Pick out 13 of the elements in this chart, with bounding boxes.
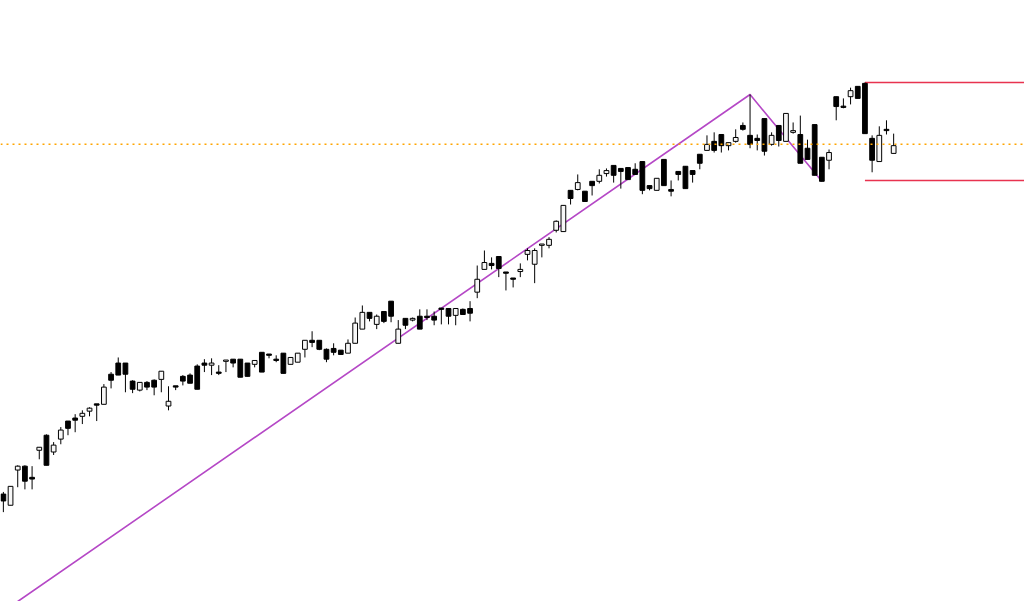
candlestick: [890, 133, 897, 154]
candlestick: [72, 413, 79, 433]
candlestick: [7, 485, 14, 506]
candlestick: [481, 249, 488, 270]
candlestick: [503, 271, 509, 291]
candlestick: [158, 370, 165, 393]
candlestick: [510, 277, 516, 288]
candlestick: [474, 265, 481, 299]
candlestick: [0, 491, 7, 513]
candlestick: [395, 319, 402, 344]
candlestick: [740, 121, 746, 132]
candlestick: [668, 179, 674, 197]
candlestick: [165, 385, 172, 411]
